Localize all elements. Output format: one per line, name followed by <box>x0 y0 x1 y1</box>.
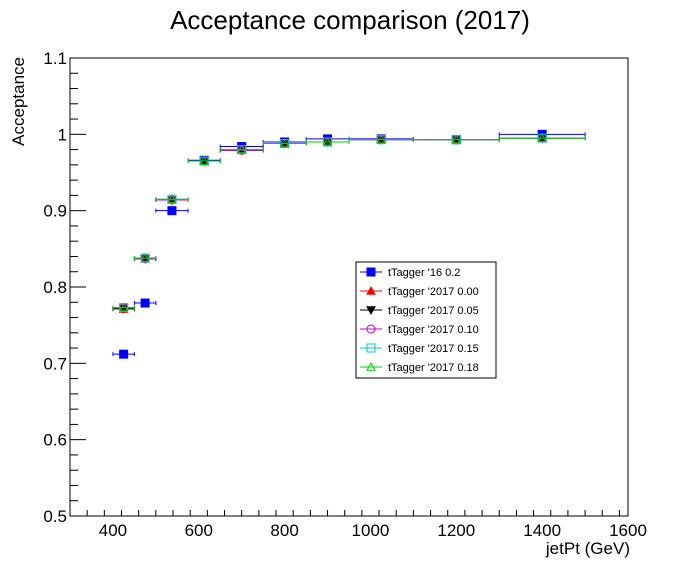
data-point <box>140 252 150 262</box>
data-point <box>167 194 177 203</box>
legend-label: tTagger '2017 0.18 <box>388 362 479 374</box>
y-tick-label: 1.1 <box>43 49 67 68</box>
legend-marker <box>366 361 376 371</box>
data-point <box>167 206 177 216</box>
data-point <box>236 144 247 154</box>
x-tick-label: 1200 <box>437 521 475 540</box>
legend-marker <box>366 267 376 277</box>
chart-title: Acceptance comparison (2017) <box>170 5 530 35</box>
legend-label: tTagger '2017 0.00 <box>388 286 479 298</box>
legend-label: tTagger '2017 0.15 <box>388 343 479 355</box>
y-tick-label: 0.5 <box>43 507 67 526</box>
data-point <box>279 138 290 148</box>
x-tick-label: 1000 <box>352 521 390 540</box>
y-tick-label: 0.8 <box>43 278 67 297</box>
y-tick-label: 0.7 <box>43 354 67 373</box>
legend-box <box>355 261 497 379</box>
legend-label: tTagger '2017 0.10 <box>388 324 479 336</box>
y-tick-label: 0.9 <box>43 202 67 221</box>
x-tick-label: 1400 <box>523 521 561 540</box>
data-point <box>118 302 129 312</box>
x-tick-label: 600 <box>185 521 213 540</box>
data-point <box>537 133 548 142</box>
legend-label: tTagger '16 0.2 <box>388 267 460 279</box>
data-point <box>376 134 387 144</box>
data-point <box>140 298 150 308</box>
legend-marker <box>366 285 376 295</box>
legend-marker <box>366 343 376 353</box>
legend-marker <box>366 306 376 316</box>
data-point <box>199 156 209 165</box>
data-point <box>119 349 129 359</box>
x-tick-label: 1600 <box>609 521 647 540</box>
legend-marker <box>366 324 376 334</box>
y-tick-label: 1 <box>58 125 67 144</box>
data-point <box>451 134 462 144</box>
y-tick-label: 0.6 <box>43 431 67 450</box>
legend-label: tTagger '2017 0.05 <box>388 305 479 317</box>
x-tick-label: 400 <box>99 521 127 540</box>
data-point <box>322 136 333 146</box>
x-axis-label: jetPt (GeV) <box>545 539 630 558</box>
x-tick-label: 800 <box>270 521 298 540</box>
y-axis-label: Acceptance <box>9 57 28 146</box>
series-5 <box>112 133 586 312</box>
